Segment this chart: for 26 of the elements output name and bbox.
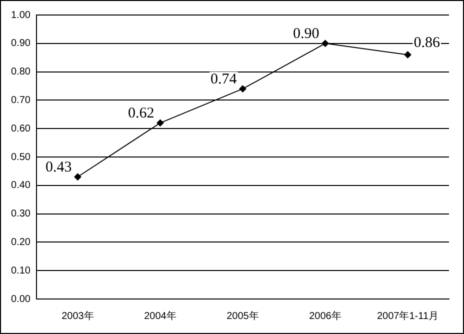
x-tick-label: 2006年 — [309, 310, 342, 322]
data-label: 0.62 — [128, 105, 154, 122]
x-tick-label: 2004年 — [144, 310, 176, 322]
y-tick-label: 0.60 — [10, 123, 31, 134]
y-tick-label: 0.00 — [10, 294, 31, 305]
y-tick-label: 1.00 — [10, 10, 31, 21]
x-tick-label: 2007年1-11月 — [376, 310, 439, 322]
data-label: 0.86 — [414, 35, 440, 52]
point — [239, 85, 246, 92]
point — [74, 173, 82, 180]
point — [322, 40, 329, 47]
point — [404, 51, 412, 58]
y-tick-label: 0.90 — [10, 38, 31, 50]
x-tick-label: 2003年 — [62, 310, 94, 322]
y-tick-label: 0.40 — [10, 180, 31, 192]
x-tick-label: 2005年 — [226, 310, 259, 322]
y-tick-label: 0.50 — [10, 152, 31, 163]
y-tick-label: 0.80 — [10, 66, 31, 78]
y-tick-label: 0.20 — [10, 236, 31, 248]
y-tick-label: 0.70 — [10, 94, 31, 106]
point — [156, 119, 164, 126]
data-label: 0.90 — [292, 26, 320, 42]
data-label: 0.74 — [210, 71, 238, 88]
y-tick-label: 0.30 — [10, 208, 31, 220]
data-label: 0.43 — [45, 159, 72, 176]
y-tick-label: 0.10 — [10, 265, 31, 276]
